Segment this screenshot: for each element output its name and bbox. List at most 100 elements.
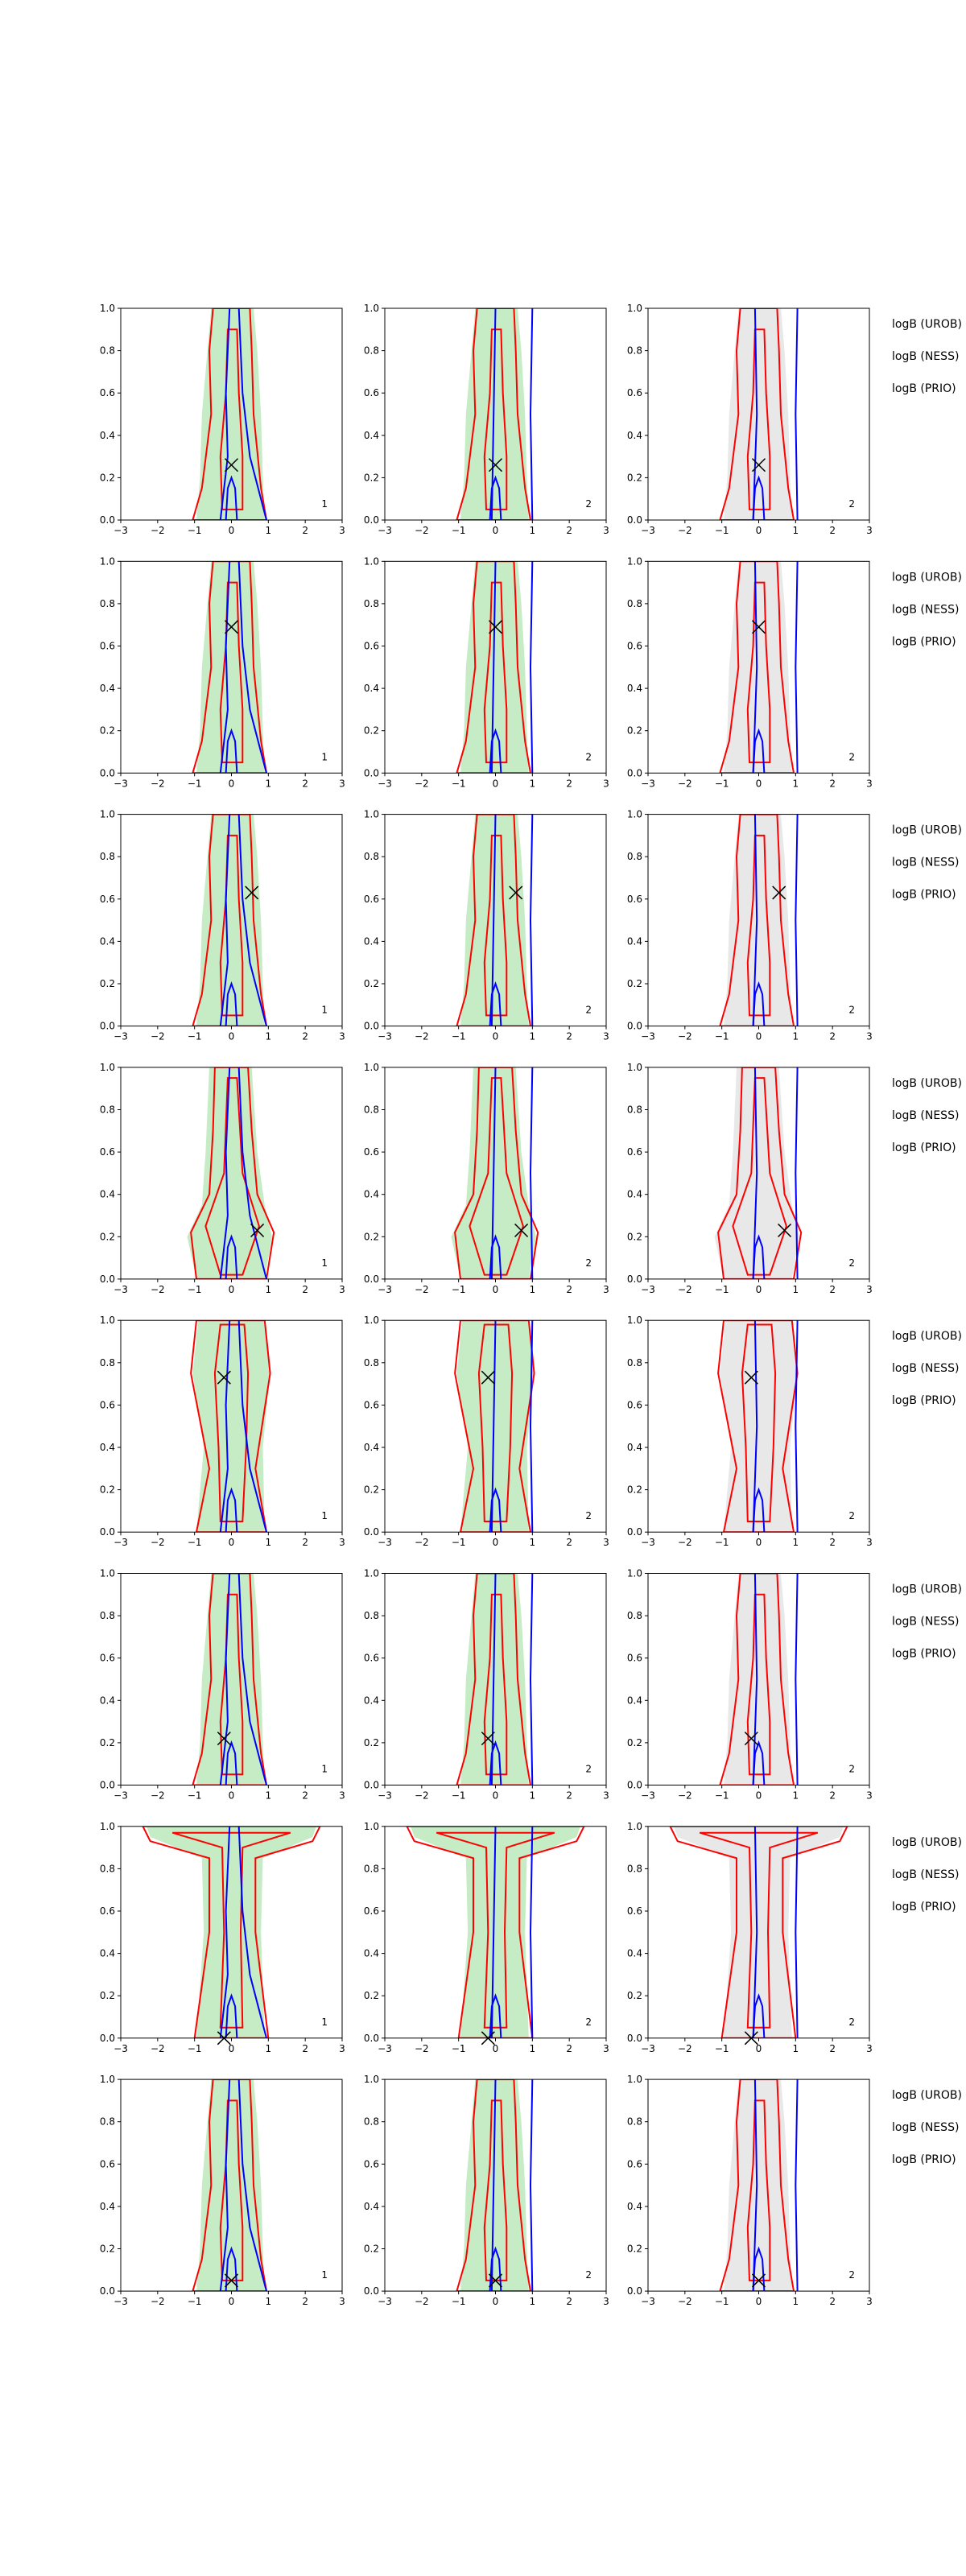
y-tick-label: 1.0 [627,1315,642,1326]
x-tick-label: −3 [641,1284,655,1295]
blue-contour-loop [225,1487,238,1533]
x-tick-label: 1 [266,525,272,536]
x-tick-label: −2 [678,2043,692,2054]
blue-contour-right [237,1320,267,1533]
y-tick-label: 0.6 [100,387,115,398]
y-tick-label: 0.2 [364,2244,379,2255]
x-tick-label: 0 [493,778,499,789]
density-fill [192,1320,270,1533]
marker-x [514,1223,529,1237]
x-tick-label: −3 [641,2043,655,2054]
x-tick-label: 3 [339,2043,345,2054]
y-tick-label: 0.6 [627,387,642,398]
y-tick-label: 1.0 [364,2074,379,2085]
blue-contour-loop [225,1234,238,1279]
y-tick-label: 1.0 [364,555,379,567]
x-tick-label: 3 [866,1031,873,1042]
y-tick-label: 0.6 [627,641,642,652]
right-label: logB (NESS) [892,1616,959,1629]
x-tick-label: −2 [415,2043,429,2054]
panel-r8-c2: 0.0 0.2 0.4 0.6 0.8 1.0 −3 −2 −1 0 1 2 3 2 [364,2074,609,2307]
x-tick-label: 1 [530,1284,536,1295]
x-tick-label: 1 [793,2043,799,2054]
y-tick-label: 0.8 [627,1357,642,1368]
y-tick-label: 0.0 [627,514,642,526]
y-tick-label: 0.8 [364,1610,379,1621]
panel-corner-label: 1 [321,498,328,510]
right-label: logB (UROB) [892,318,962,331]
y-tick-label: 0.4 [100,430,115,441]
blue-contour-right [795,1573,799,1785]
x-tick-label: −3 [378,778,392,789]
red-contour-outer [454,1067,539,1279]
right-label: logB (PRIO) [892,382,956,395]
x-tick-label: 3 [603,2043,609,2054]
x-tick-label: 2 [302,2296,308,2307]
blue-contour-right [529,1067,534,1279]
red-contour-outer [669,1826,848,2038]
y-tick-label: 0.6 [100,2158,115,2169]
y-tick-label: 0.4 [364,1948,379,1959]
blue-contour-loop [489,728,502,774]
x-tick-label: −1 [188,778,202,789]
x-tick-label: −2 [415,1790,429,1802]
blue-contour-loop [225,1740,238,1785]
right-label: logB (UROB) [892,1583,962,1596]
x-tick-label: 0 [756,1031,762,1042]
red-contour-outer [719,1573,795,1785]
right-label: logB (NESS) [892,350,959,363]
x-tick-label: 1 [266,2296,272,2307]
y-tick-label: 0.8 [364,851,379,862]
panel-r1-c2: 0.0 0.2 0.4 0.6 0.8 1.0 −3 −2 −1 0 1 2 3 2 [364,303,609,536]
y-tick-label: 0.2 [364,1737,379,1748]
x-tick-label: 2 [829,525,836,536]
y-tick-label: 0.0 [364,1021,379,1032]
x-tick-label: 1 [530,2296,536,2307]
x-tick-label: 3 [339,778,345,789]
density-fill [196,1573,265,1785]
y-tick-label: 0.8 [627,1610,642,1621]
y-tick-label: 0.2 [627,1737,642,1748]
x-tick-label: −1 [188,1790,202,1802]
blue-contour-left [752,1067,758,1279]
marker-x [224,620,239,634]
x-tick-label: 2 [829,2296,836,2307]
y-tick-label: 0.8 [627,1863,642,1874]
y-tick-label: 0.6 [364,1146,379,1158]
right-label: logB (UROB) [892,2089,962,2102]
marker-x [488,620,503,634]
x-tick-label: 1 [266,2043,272,2054]
blue-contour-left [752,308,758,520]
marker-x [509,886,523,900]
density-fill [724,561,792,774]
density-fill [460,1573,529,1785]
right-label: logB (NESS) [892,857,959,869]
y-tick-label: 0.2 [627,2244,642,2255]
red-contour-inner [204,1077,260,1276]
x-tick-label: 2 [829,1537,836,1548]
x-tick-label: 2 [829,1284,836,1295]
x-tick-label: 0 [229,1284,235,1295]
x-tick-label: −2 [415,2296,429,2307]
panel-corner-label: 2 [585,498,592,510]
y-tick-label: 0.2 [627,978,642,989]
y-tick-label: 0.0 [100,2033,115,2044]
x-tick-label: 1 [266,1537,272,1548]
y-tick-label: 1.0 [627,1568,642,1579]
x-tick-label: −1 [715,1031,729,1042]
red-contour-outer [190,1067,275,1279]
y-tick-label: 0.6 [364,641,379,652]
y-tick-label: 0.4 [627,1948,642,1959]
blue-contour-loop [489,1234,502,1279]
y-tick-label: 0.0 [100,1526,115,1538]
panel-corner-label: 2 [848,1764,855,1775]
right-label: logB (PRIO) [892,889,956,902]
marker-x [217,1370,231,1385]
density-fill [720,1320,798,1533]
x-tick-label: −1 [452,1537,466,1548]
marker-x [224,458,239,473]
y-tick-label: 0.0 [627,1021,642,1032]
panel-corner-label: 2 [848,1005,855,1016]
panel-r7-c1: 0.0 0.2 0.4 0.6 0.8 1.0 −3 −2 −1 0 1 2 3 1 [100,1821,345,2054]
x-tick-label: 3 [866,1284,873,1295]
